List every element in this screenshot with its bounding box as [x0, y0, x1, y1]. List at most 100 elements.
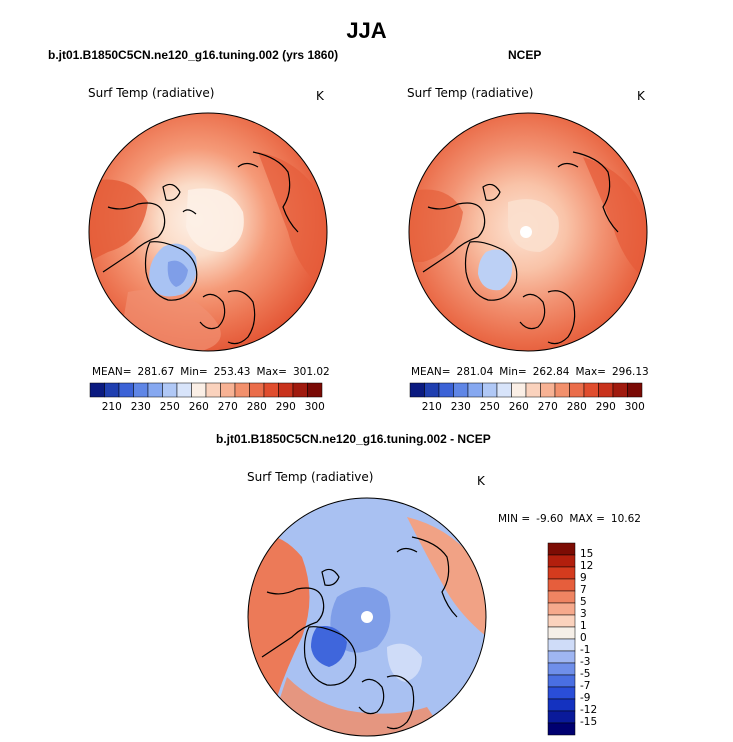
model-colorbar-swatch [162, 382, 178, 398]
model-colorbar-swatch [263, 382, 279, 398]
ncep-colorbar-swatch [569, 382, 585, 398]
model-colorbar-ticks: 210 230 250 260 270 280 290 300 [90, 401, 325, 415]
diff-colorbar-tick: -15 [580, 716, 598, 728]
model-colorbar-tick: 230 [130, 401, 151, 413]
diff-colorbar-swatch [547, 590, 576, 604]
model-polar-map [88, 112, 328, 352]
ncep-colorbar-swatch [540, 382, 556, 398]
diff-colorbar-swatch [547, 602, 576, 616]
diff-colorbar-tick: -7 [580, 680, 591, 692]
ncep-pole-missing-data [520, 226, 532, 238]
diff-colorbar-swatch [547, 542, 576, 556]
ncep-coastlines [422, 151, 619, 345]
ncep-colorbar-tick: 230 [450, 401, 471, 413]
model-colorbar-swatch [249, 382, 265, 398]
diff-coastlines [261, 536, 458, 730]
model-field-greenland-core [167, 260, 188, 287]
diff-colorbar-tick: 15 [580, 548, 594, 560]
diff-colorbar-tick: -3 [580, 656, 591, 668]
diff-min-value: -9.60 [536, 513, 564, 525]
ncep-colorbar-swatch [453, 382, 469, 398]
ncep-colorbar-tick: 280 [566, 401, 587, 413]
diff-field-cold-center [330, 587, 391, 653]
model-stats: MEAN= 281.67 Min= 253.43 Max= 301.02 [92, 366, 330, 378]
model-colorbar-tick: 260 [188, 401, 209, 413]
ncep-colorbar [409, 382, 643, 398]
diff-map-border [247, 497, 487, 737]
model-panel-title: b.jt01.B1850C5CN.ne120_g16.tuning.002 (y… [48, 48, 339, 62]
ncep-colorbar-swatch [598, 382, 614, 398]
diff-colorbar-tick: 0 [580, 632, 587, 644]
ncep-min-label: Min= [499, 366, 527, 378]
ncep-colorbar-tick: 210 [421, 401, 442, 413]
diff-colorbar-swatch [547, 662, 576, 676]
diff-panel-title: b.jt01.B1850C5CN.ne120_g16.tuning.002 - … [216, 432, 491, 446]
ncep-colorbar-swatch [496, 382, 512, 398]
diff-colorbar-swatch [547, 710, 576, 724]
page-title: JJA [346, 18, 387, 43]
model-colorbar-swatch [89, 382, 105, 398]
diff-colorbar-tick: 9 [580, 572, 587, 584]
ncep-mean-value: 281.04 [456, 366, 494, 378]
ncep-colorbar-swatch [438, 382, 454, 398]
ncep-colorbar-swatch [409, 382, 425, 398]
diff-field-warm-east [407, 517, 486, 637]
diff-colorbar-tick: -9 [580, 692, 591, 704]
diff-colorbar-tick: -1 [580, 644, 591, 656]
diff-units: K [477, 474, 485, 488]
diff-colorbar-swatch [547, 722, 576, 736]
ncep-colorbar-swatch [612, 382, 628, 398]
diff-colorbar-swatch [547, 674, 576, 688]
model-field-arctic-pale [186, 188, 244, 252]
ncep-max-label: Max= [575, 366, 606, 378]
model-colorbar-swatch [191, 382, 207, 398]
ncep-colorbar-tick: 270 [537, 401, 558, 413]
model-colorbar [89, 382, 323, 398]
ncep-colorbar-swatch [554, 382, 570, 398]
ncep-colorbar-tick: 300 [624, 401, 645, 413]
diff-colorbar-tick: -12 [580, 704, 598, 716]
model-colorbar-swatch [234, 382, 250, 398]
model-field-warm-siberia [258, 152, 327, 292]
ncep-colorbar-swatch [627, 382, 643, 398]
model-max-label: Max= [256, 366, 287, 378]
model-colorbar-swatch [104, 382, 120, 398]
model-colorbar-tick: 210 [101, 401, 122, 413]
model-min-value: 253.43 [213, 366, 251, 378]
diff-field-cold-greenland [311, 626, 347, 667]
ncep-units: K [637, 89, 645, 103]
diff-colorbar [547, 542, 576, 736]
ncep-colorbar-swatch [525, 382, 541, 398]
diff-colorbar-swatch [547, 578, 576, 592]
model-mean-label: MEAN= [92, 366, 132, 378]
ncep-max-value: 296.13 [611, 366, 649, 378]
ncep-colorbar-swatch [511, 382, 527, 398]
ncep-colorbar-tick: 250 [479, 401, 500, 413]
diff-colorbar-tick: 1 [580, 620, 587, 632]
diff-colorbar-tick: 12 [580, 560, 594, 572]
ncep-colorbar-ticks: 210 230 250 260 270 280 290 300 [410, 401, 645, 415]
ncep-mean-label: MEAN= [411, 366, 451, 378]
diff-field-light-blue [387, 643, 422, 682]
ncep-variable-title: Surf Temp (radiative) [407, 86, 534, 100]
ncep-field-arctic-pale [508, 199, 559, 252]
model-colorbar-tick: 250 [159, 401, 180, 413]
diff-colorbar-swatch [547, 566, 576, 580]
diff-colorbar-swatch [547, 626, 576, 640]
ncep-colorbar-swatch [424, 382, 440, 398]
diff-colorbar-swatch [547, 614, 576, 628]
model-colorbar-tick: 300 [304, 401, 325, 413]
ncep-colorbar-tick: 290 [595, 401, 616, 413]
model-units: K [316, 89, 324, 103]
model-mean-value: 281.67 [137, 366, 175, 378]
diff-min-label: MIN = [498, 513, 531, 525]
model-coastlines [102, 151, 299, 345]
ncep-colorbar-swatch [583, 382, 599, 398]
ncep-field-warm-siberia [583, 157, 647, 282]
model-colorbar-tick: 290 [275, 401, 296, 413]
diff-colorbar-ticks: 15 12 9 7 5 3 1 0 -1 -3 -5 -7 -9 -12 -15 [580, 543, 620, 735]
diff-minmax: MIN = -9.60 MAX = 10.62 [498, 513, 641, 525]
model-colorbar-swatch [292, 382, 308, 398]
ncep-panel-title: NCEP [508, 48, 542, 62]
diff-colorbar-swatch [547, 686, 576, 700]
